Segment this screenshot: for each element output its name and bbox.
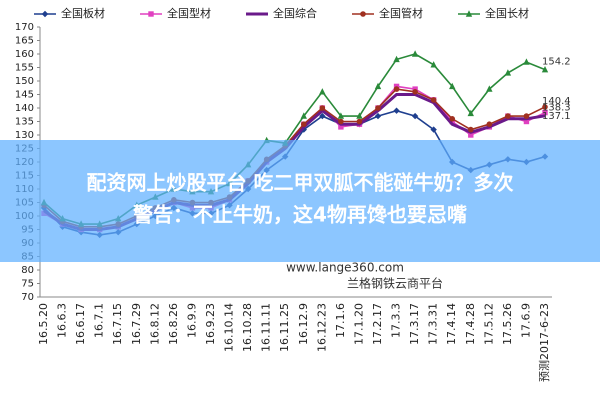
marker [338,118,344,125]
marker [338,124,344,130]
marker [467,126,474,133]
x-tick-label: 16.9.23 [204,303,217,345]
marker [541,65,549,73]
marker [467,109,474,117]
x-tick-label: 17.6.9 [519,303,532,338]
marker [523,58,530,65]
marker [449,116,456,122]
marker [505,113,511,119]
value-label: 140.4 [542,96,571,107]
marker [356,112,363,119]
y-tick-label: 70 [21,292,34,303]
y-tick-label: 170 [15,22,34,33]
marker [300,121,307,127]
x-tick-label: 16.12.23 [315,303,328,352]
x-tick-label: 16.8.12 [148,303,161,345]
y-tick-label: 160 [15,49,34,60]
x-tick-label: 16.11.25 [278,303,291,352]
watermark: www.lange360.com [286,261,404,275]
marker [504,69,512,76]
x-tick-label: 16.12.9 [297,303,310,345]
marker [523,118,530,125]
y-tick-label: 75 [21,279,34,290]
marker [375,105,381,111]
x-tick-label: 17.1.20 [352,303,365,345]
marker [486,121,493,127]
x-tick-label: 16.7.15 [111,303,124,345]
marker [411,50,419,57]
banner [0,140,600,262]
legend-label: 全国管材 [379,6,423,20]
x-tick-label: 16.9.9 [185,303,198,338]
legend-label: 全国综合 [273,6,317,20]
legend-label: 全国型材 [167,6,211,20]
x-tick-label: 17.3.17 [408,303,421,345]
x-tick-label: 16.7.29 [130,303,143,345]
marker [41,10,49,18]
marker [542,109,548,116]
marker [393,55,400,63]
x-tick-label: 16.6.17 [74,303,87,345]
marker [300,112,307,119]
marker [468,132,474,138]
legend-label: 全国长材 [485,6,529,20]
y-tick-label: 80 [21,265,34,276]
x-tick-label: 17.5.12 [482,303,495,345]
marker [393,86,400,92]
marker [465,10,473,17]
x-tick-label: 17.5.26 [501,303,514,345]
marker [319,112,326,120]
marker [542,104,548,110]
y-tick-label: 165 [15,36,34,47]
x-tick-label: 17.1.6 [334,303,347,338]
marker [486,85,493,92]
x-tick-label: 17.4.28 [464,303,477,345]
x-tick-label: 16.10.14 [223,303,236,352]
x-tick-label: 16.6.3 [56,303,69,338]
x-tick-label: 预测2017-6-23 [538,303,551,382]
marker [411,112,419,120]
y-tick-label: 135 [15,117,34,128]
y-tick-label: 155 [15,63,34,74]
x-tick-label: 16.5.20 [37,303,50,345]
x-tick-label: 17.2.17 [371,303,384,345]
x-tick-label: 17.3.31 [427,303,440,345]
x-tick-label: 17.3.3 [390,303,403,338]
marker [319,88,326,95]
marker [360,11,366,17]
marker [319,105,326,111]
x-tick-label: 17.4.14 [445,303,458,345]
marker [523,113,530,119]
value-label: 154.2 [542,57,571,68]
marker [374,112,382,120]
y-tick-label: 145 [15,90,34,101]
marker [393,107,400,114]
marker [374,82,382,90]
y-tick-label: 150 [15,76,34,87]
legend-label: 全国板材 [61,6,105,20]
marker [337,112,345,119]
marker [148,11,154,17]
value-label: 137.1 [542,111,571,122]
watermark: 兰格钢铁云商平台 [347,276,443,291]
marker [356,118,363,125]
x-tick-label: 16.8.26 [167,303,180,345]
x-tick-label: 16.11.11 [260,303,273,352]
marker [449,82,456,90]
headline: 警告：不止牛奶，这4物再馋也要忌嘴 [133,203,467,227]
marker [430,97,437,103]
y-tick-label: 130 [15,130,34,141]
marker [412,89,418,95]
x-tick-label: 16.7.1 [93,303,106,338]
headline: 配资网上炒股平台 吃二甲双胍不能碰牛奶？多次 [87,171,514,195]
value-label: 138.3 [542,103,571,114]
x-tick-label: 16.10.28 [241,303,254,352]
y-tick-label: 140 [15,103,34,114]
marker [430,126,437,133]
marker [430,61,437,68]
